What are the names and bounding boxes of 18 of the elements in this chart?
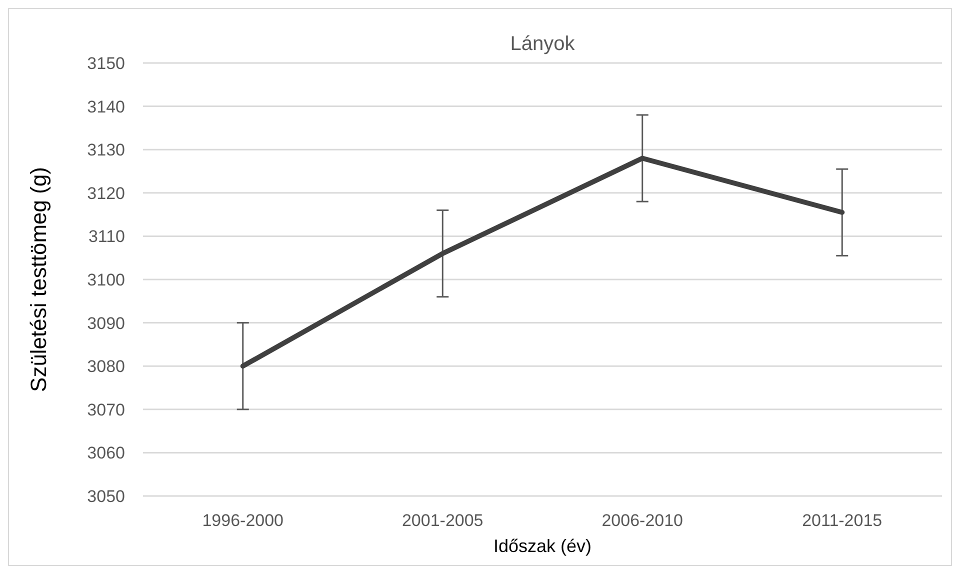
chart-title: Lányok [510,33,576,55]
x-tick-label: 2001-2005 [402,511,484,530]
y-tick-label: 3090 [87,314,125,333]
y-tick-label: 3140 [87,97,125,116]
y-tick-label: 3110 [88,227,125,246]
y-tick-label: 3100 [87,270,125,290]
x-axis-title: Időszak (év) [493,536,592,556]
y-tick-label: 3050 [87,486,125,506]
y-tick-label: 3070 [87,400,125,420]
y-tick-label: 3130 [87,140,125,160]
y-axis-title: Születési testtömeg (g) [26,167,51,392]
y-tick-label: 3080 [87,357,125,376]
y-tick-label: 3060 [87,444,125,463]
x-tick-label: 2006-2010 [602,511,684,530]
x-tick-label: 2011-2015 [802,511,882,530]
y-tick-label: 3150 [87,54,125,73]
x-tick-label: 1996-2000 [202,511,284,530]
y-tick-label: 3120 [87,184,125,203]
